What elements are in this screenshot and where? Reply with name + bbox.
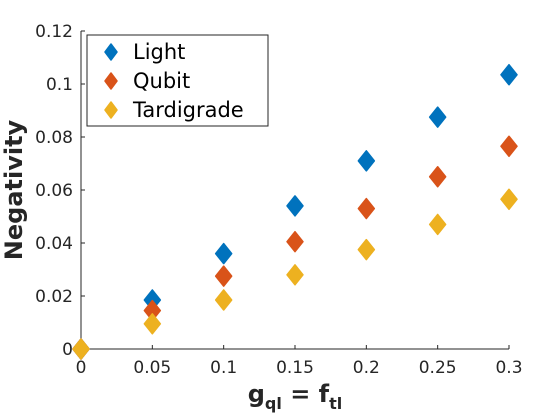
data-point: [214, 289, 233, 311]
legend-marker-tardigrade: [104, 101, 118, 119]
y-tick-label: 0.06: [35, 181, 73, 201]
legend-label-qubit: Qubit: [133, 69, 190, 93]
data-point: [500, 63, 518, 86]
data-point: [428, 106, 447, 128]
data-point: [428, 213, 447, 236]
legend-label-tardigrade: Tardigrade: [132, 98, 244, 122]
x-tick-label: 0.2: [353, 358, 380, 378]
data-point: [357, 238, 376, 261]
y-tick-label: 0.12: [35, 22, 73, 42]
data-point: [357, 197, 376, 220]
x-axis-title: gql = ftl: [248, 380, 343, 413]
data-point: [286, 230, 304, 253]
series-tardigrade: [72, 188, 518, 360]
x-axis-title-g: g: [248, 380, 265, 408]
data-point: [428, 166, 447, 188]
data-point: [500, 135, 518, 158]
data-point: [72, 338, 90, 360]
data-point: [286, 195, 304, 217]
data-point: [214, 242, 233, 265]
series-qubit: [72, 135, 518, 360]
legend-marker-light: [104, 43, 118, 61]
data-point: [357, 150, 376, 172]
x-tick-label: 0.05: [133, 358, 171, 378]
y-tick-label: 0.1: [46, 75, 73, 95]
x-tick-label: 0.25: [419, 358, 457, 378]
data-point: [143, 313, 162, 335]
y-tick-label: 0: [62, 340, 73, 360]
legend: Light Qubit Tardigrade: [86, 34, 269, 127]
ticks: 0 0.05 0.1 0.15 0.2 0.25 0.3 0 0.02 0.04 0.06 0.08 0…: [35, 22, 522, 378]
x-tick-label: 0: [76, 358, 87, 378]
x-axis-title-equals: =: [282, 380, 319, 408]
legend-label-light: Light: [133, 40, 185, 64]
y-tick-label: 0.02: [35, 287, 73, 307]
y-tick-label: 0.04: [35, 234, 73, 254]
data-point: [214, 265, 233, 287]
data-point: [286, 264, 304, 286]
x-axis-title-g-subscript: ql: [265, 394, 282, 413]
y-tick-label: 0.08: [35, 128, 73, 148]
x-tick-label: 0.3: [495, 358, 522, 378]
data-point: [500, 188, 518, 211]
x-tick-label: 0.1: [210, 358, 237, 378]
x-axis-title-f: f: [319, 380, 330, 408]
x-tick-label: 0.15: [276, 358, 314, 378]
data-points: [72, 63, 518, 360]
y-axis-title: Negativity: [0, 119, 28, 260]
x-axis-title-f-subscript: tl: [329, 394, 342, 413]
legend-marker-qubit: [104, 72, 118, 90]
